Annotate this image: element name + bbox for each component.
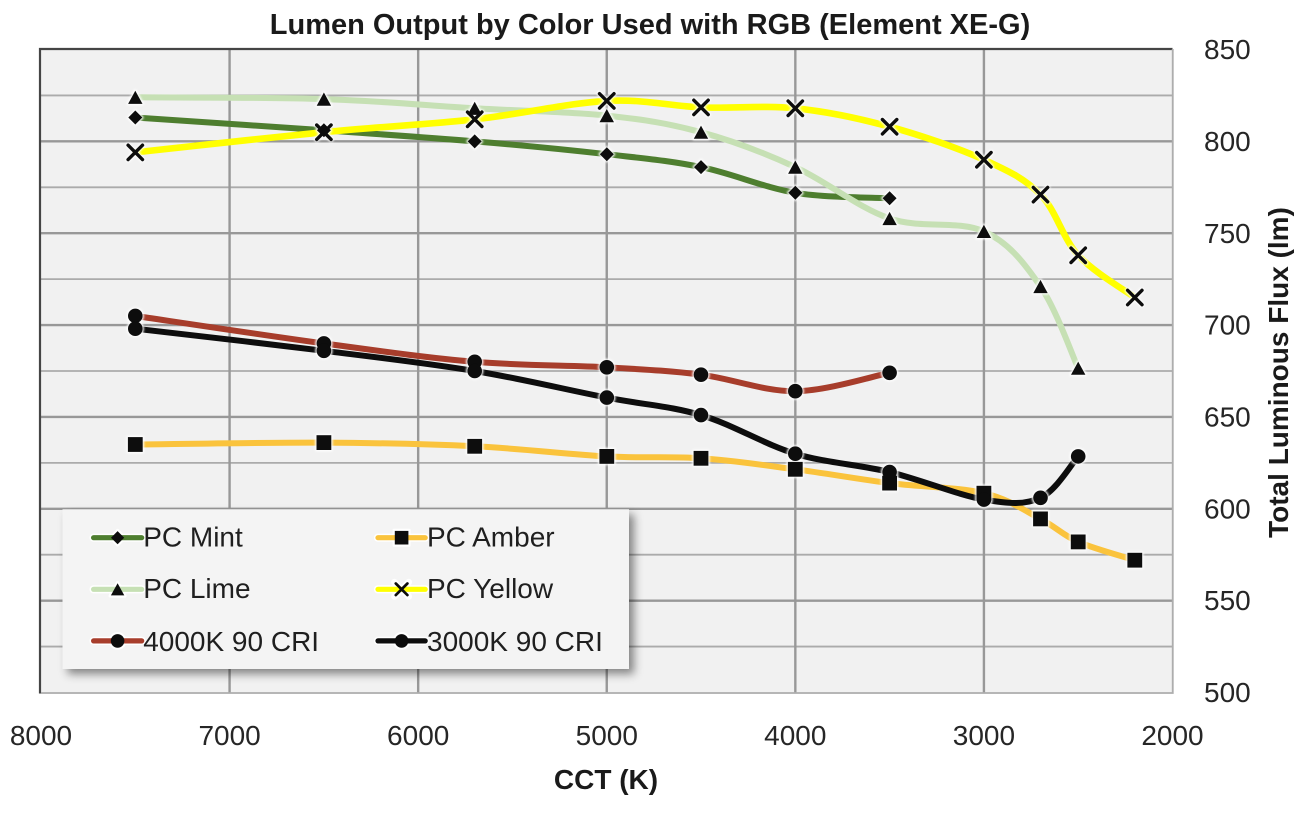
svg-text:PC Lime: PC Lime <box>143 573 250 604</box>
svg-text:PC Yellow: PC Yellow <box>427 573 554 604</box>
svg-text:6000: 6000 <box>387 720 449 751</box>
svg-text:5000: 5000 <box>576 720 638 751</box>
svg-text:2000: 2000 <box>1141 720 1203 751</box>
svg-text:4000: 4000 <box>764 720 826 751</box>
svg-text:3000K 90 CRI: 3000K 90 CRI <box>427 626 603 657</box>
svg-text:Lumen Output by Color Used wit: Lumen Output by Color Used with RGB (Ele… <box>270 9 1030 41</box>
svg-text:800: 800 <box>1204 126 1251 157</box>
svg-text:PC Mint: PC Mint <box>143 522 243 553</box>
svg-text:850: 850 <box>1204 34 1251 65</box>
svg-text:600: 600 <box>1204 493 1251 524</box>
svg-text:550: 550 <box>1204 585 1251 616</box>
svg-text:PC Amber: PC Amber <box>427 522 555 553</box>
svg-text:8000: 8000 <box>10 720 72 751</box>
svg-text:700: 700 <box>1204 310 1251 341</box>
svg-text:4000K 90 CRI: 4000K 90 CRI <box>143 626 319 657</box>
svg-text:500: 500 <box>1204 677 1251 708</box>
svg-text:3000: 3000 <box>953 720 1015 751</box>
svg-text:Total Luminous Flux (lm): Total Luminous Flux (lm) <box>1263 207 1294 538</box>
svg-text:CCT (K): CCT (K) <box>554 764 658 795</box>
svg-text:650: 650 <box>1204 402 1251 433</box>
svg-text:7000: 7000 <box>198 720 260 751</box>
svg-text:750: 750 <box>1204 218 1251 249</box>
